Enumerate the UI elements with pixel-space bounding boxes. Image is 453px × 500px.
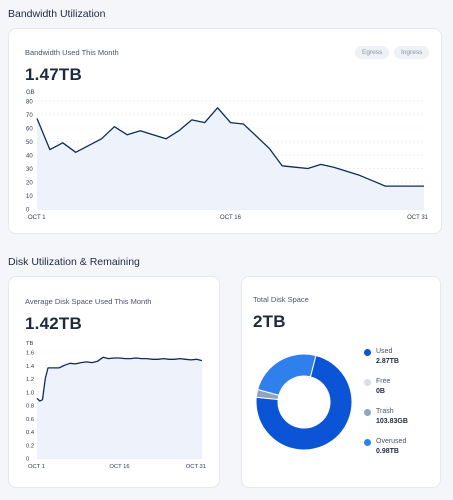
bandwidth-card-label: Bandwidth Used This Month <box>25 48 119 57</box>
legend-value: 0B <box>376 388 385 395</box>
bandwidth-section-title: Bandwidth Utilization <box>8 8 106 20</box>
legend-dot <box>364 409 371 416</box>
total-disk-label: Total Disk Space <box>253 295 309 304</box>
legend-value: 2.87TB <box>376 358 399 365</box>
tab-ingress[interactable]: Ingress <box>394 46 430 59</box>
disk-usage-value: 1.42TB <box>25 314 82 333</box>
tab-egress[interactable]: Egress <box>355 46 390 59</box>
total-disk-value: 2TB <box>253 312 286 331</box>
bandwidth-card: Bandwidth Used This Month Egress Ingress… <box>8 28 442 234</box>
legend-dot <box>364 439 371 446</box>
legend-value: 0.98TB <box>376 448 399 455</box>
legend-dot <box>364 379 371 386</box>
disk-section-title: Disk Utilization & Remaining <box>8 256 140 268</box>
disk-usage-card: Average Disk Space Used This Month 1.42T… <box>8 276 220 488</box>
bandwidth-value: 1.47TB <box>25 65 82 84</box>
legend-name: Overused <box>376 438 407 445</box>
legend-name: Free <box>376 378 391 385</box>
legend-name: Used <box>376 348 393 355</box>
total-disk-card: Total Disk Space 2TB <box>241 276 441 488</box>
disk-usage-label: Average Disk Space Used This Month <box>25 297 152 306</box>
legend-dot <box>364 349 371 356</box>
legend-name: Trash <box>376 408 394 415</box>
legend-value: 103.83GB <box>376 418 408 425</box>
